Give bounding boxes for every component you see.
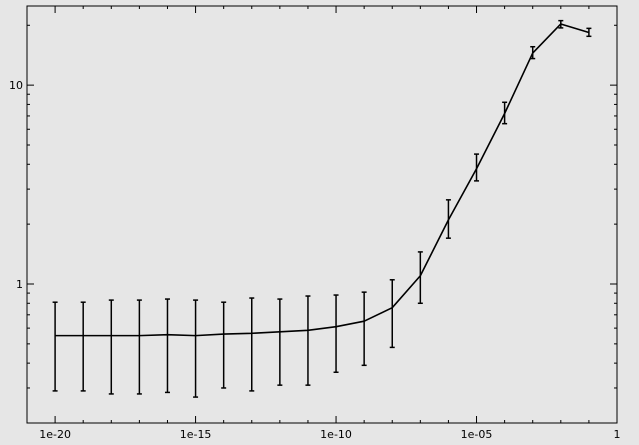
axes bbox=[26, 5, 618, 424]
y-tick-label: 10 bbox=[9, 79, 23, 92]
error-bar bbox=[361, 291, 367, 367]
ticks bbox=[26, 6, 618, 424]
x-tick-label: 1 bbox=[614, 428, 621, 441]
x-tick-label: 1e-15 bbox=[180, 428, 212, 441]
error-bar bbox=[333, 294, 339, 373]
x-tick-label: 1e-10 bbox=[320, 428, 352, 441]
error-bar bbox=[221, 301, 227, 389]
tick-labels: 1e-20 1e-15 1e-10 1e-05 1 1 10 bbox=[9, 79, 621, 441]
error-bar bbox=[389, 279, 395, 349]
error-bar bbox=[277, 298, 283, 386]
series-lines bbox=[55, 23, 590, 337]
error-bar bbox=[136, 299, 142, 395]
error-bar bbox=[193, 299, 199, 398]
error-bar bbox=[164, 298, 170, 394]
error-bar bbox=[52, 301, 58, 392]
error-bar bbox=[108, 299, 114, 395]
error-bars bbox=[52, 19, 592, 398]
x-tick-label: 1e-20 bbox=[39, 428, 71, 441]
series-line bbox=[55, 23, 590, 337]
error-bar bbox=[80, 301, 86, 392]
plot-frame bbox=[26, 5, 618, 424]
error-bar bbox=[249, 297, 255, 392]
error-bar bbox=[417, 251, 423, 305]
y-tick-label: 1 bbox=[16, 278, 23, 291]
x-tick-label: 1e-05 bbox=[461, 428, 493, 441]
